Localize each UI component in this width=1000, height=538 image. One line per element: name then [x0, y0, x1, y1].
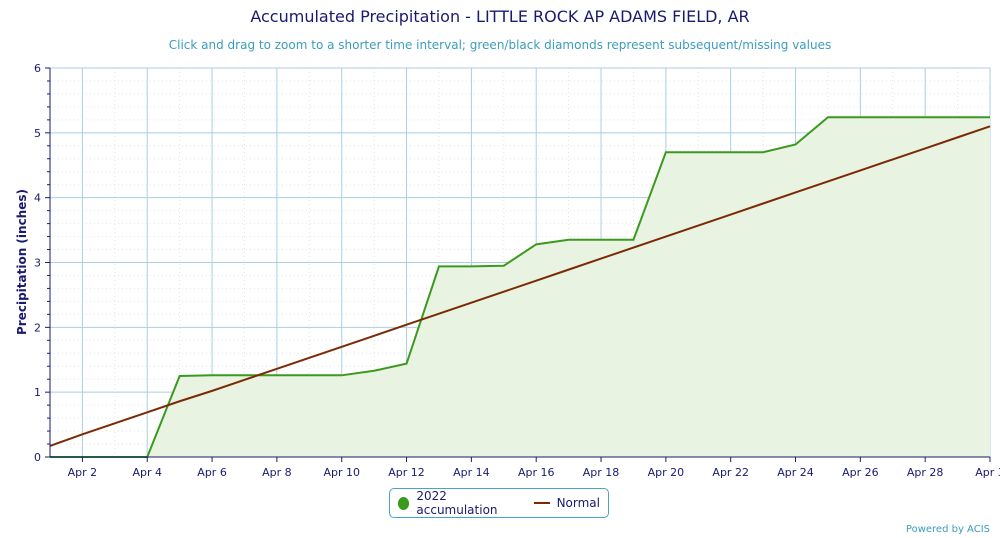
x-tick-label: Apr 12: [388, 466, 425, 479]
legend-line-icon: [533, 502, 550, 504]
legend-circle-icon: [398, 496, 410, 510]
chart-subtitle: Click and drag to zoom to a shorter time…: [168, 38, 832, 52]
y-tick-label: 2: [34, 321, 41, 334]
x-tick-label: Apr 6: [197, 466, 227, 479]
x-tick-label: Apr 8: [262, 466, 292, 479]
x-tick-label: Apr 26: [842, 466, 879, 479]
x-tick-label: Apr 2: [68, 466, 98, 479]
y-tick-label: 5: [34, 127, 41, 140]
legend-label-accumulation: 2022 accumulation: [416, 489, 498, 517]
legend-item-normal[interactable]: Normal: [533, 496, 600, 510]
axes: 0 1 2 3 4 5 6 Apr 2 Apr 4 Apr 6 Apr 8 Apr 10 Apr 12 A…: [34, 62, 1000, 479]
legend-label-normal: Normal: [556, 496, 600, 510]
x-tick-label: Apr 3: [975, 466, 1000, 479]
x-tick-label: Apr 24: [777, 466, 814, 479]
x-tick-label: Apr 10: [323, 466, 360, 479]
x-tick-label: Apr 18: [583, 466, 620, 479]
y-tick-label: 4: [34, 192, 41, 205]
x-tick-label: Apr 4: [132, 466, 162, 479]
legend-item-accumulation[interactable]: 2022 accumulation: [398, 489, 518, 517]
x-tick-label: Apr 20: [648, 466, 685, 479]
accumulation-line: [50, 116, 990, 458]
chart-title: Accumulated Precipitation - LITTLE ROCK …: [250, 7, 750, 26]
y-tick-label: 1: [34, 386, 41, 399]
series-line-layer: [49, 116, 991, 458]
x-tick-label: Apr 14: [453, 466, 490, 479]
x-tick-label: Apr 28: [907, 466, 944, 479]
powered-by-credit[interactable]: Powered by ACIS: [905, 524, 990, 535]
y-tick-label: 6: [34, 62, 41, 75]
legend: 2022 accumulation Normal: [389, 488, 609, 518]
x-tick-label: Apr 16: [518, 466, 555, 479]
normal-line: [49, 125, 991, 447]
y-tick-label: 3: [34, 257, 41, 270]
x-tick-label: Apr 22: [712, 466, 749, 479]
y-tick-label: 0: [34, 451, 41, 464]
